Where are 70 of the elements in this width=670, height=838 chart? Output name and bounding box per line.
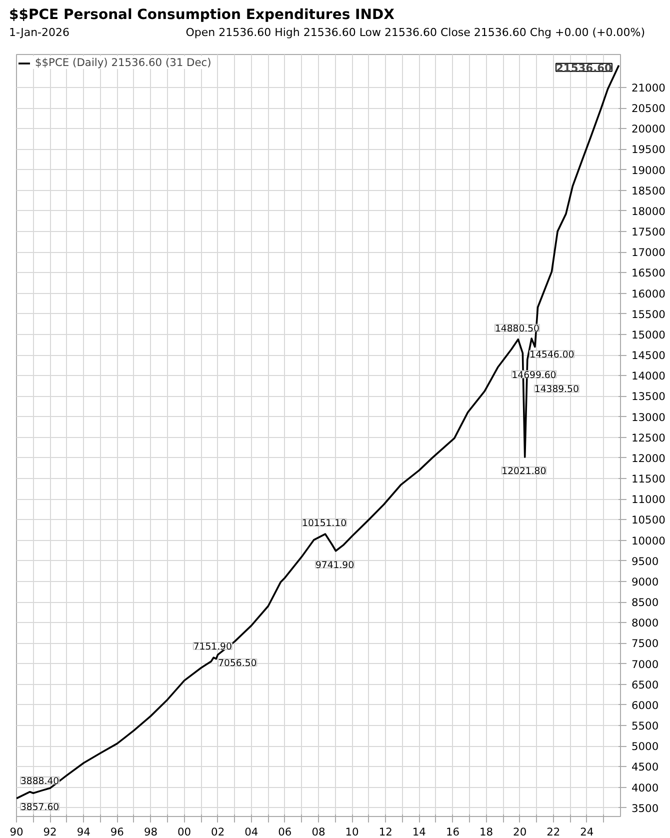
y-tick-label: 11500 xyxy=(632,472,666,486)
x-tick-label: 08 xyxy=(312,826,326,838)
y-tick-label: 5500 xyxy=(632,720,659,733)
annotation: 7056.50 xyxy=(218,658,257,669)
y-tick-label: 20000 xyxy=(632,122,666,136)
x-tick-label: 16 xyxy=(446,826,460,838)
y-tick-label: 5000 xyxy=(632,740,659,754)
y-tick-label: 10500 xyxy=(632,514,666,527)
y-tick-label: 7000 xyxy=(632,658,659,671)
x-tick-label: 14 xyxy=(412,826,426,838)
y-tick-label: 4000 xyxy=(632,781,659,794)
y-tick-label: 13000 xyxy=(632,410,666,424)
x-tick-label: 06 xyxy=(278,826,292,838)
annotation: 9741.90 xyxy=(315,560,354,571)
y-tick-label: 14000 xyxy=(632,370,666,383)
y-tick-label: 3500 xyxy=(632,802,659,815)
y-tick-label: 6500 xyxy=(632,678,659,692)
x-tick-label: 18 xyxy=(480,826,494,838)
y-tick-label: 6000 xyxy=(632,698,659,712)
y-tick-label: 19500 xyxy=(632,143,666,156)
chart-subtitle: 1-Jan-2026 xyxy=(9,25,70,41)
y-tick-label: 18500 xyxy=(632,184,666,198)
x-tick-label: 00 xyxy=(178,826,192,838)
x-tick-label: 98 xyxy=(144,826,158,838)
y-tick-label: 12000 xyxy=(632,452,666,465)
y-tick-label: 15000 xyxy=(632,328,666,342)
y-tick-label: 4500 xyxy=(632,760,659,774)
y-tick-label: 11000 xyxy=(632,493,666,506)
x-tick-label: 22 xyxy=(546,826,560,838)
x-tick-label: 04 xyxy=(244,826,258,838)
y-tick-label: 14500 xyxy=(632,349,666,362)
y-tick-label: 15500 xyxy=(632,308,666,321)
y-tick-label: 16000 xyxy=(632,287,666,300)
y-tick-label: 10000 xyxy=(632,534,666,548)
x-tick-label: 92 xyxy=(43,826,57,838)
annotation: 14389.50 xyxy=(534,384,579,396)
x-tick-label: 10 xyxy=(345,826,360,838)
annotation: 12021.80 xyxy=(502,466,546,478)
x-tick-label: 02 xyxy=(211,826,225,838)
y-tick-label: 12500 xyxy=(632,431,666,444)
text: Open 21536.60 High 21536.60 Low 21536.60 Close 21536.60 Chg +0.00 (+0.00%) xyxy=(186,25,645,41)
annotation: 3857.60 xyxy=(20,802,60,814)
y-tick-label: 9500 xyxy=(632,554,659,568)
annotation: 14880.50 xyxy=(494,323,540,334)
y-tick-label: 7500 xyxy=(632,637,659,650)
y-tick-label: 17000 xyxy=(632,246,666,260)
y-tick-label: 19000 xyxy=(632,164,666,177)
annotation: 14546.00 xyxy=(530,350,574,361)
annotation: 14699.60 xyxy=(512,370,556,381)
chart-title: $$PCE Personal Consumption Expenditures INDX xyxy=(9,6,396,25)
x-tick-label: 90 xyxy=(10,826,24,838)
y-tick-label: 13500 xyxy=(632,390,666,404)
x-tick-label: 24 xyxy=(580,826,594,838)
legend-label: $$PCE (Daily) 21536.60 (31 Dec) xyxy=(35,56,212,69)
x-tick-label: 96 xyxy=(110,826,124,838)
annotation: 10151.10 xyxy=(302,518,347,530)
y-tick-label: 17500 xyxy=(632,226,666,239)
y-tick-label: 8000 xyxy=(632,616,659,630)
y-tick-label: 9000 xyxy=(632,575,659,588)
x-tick-label: 20 xyxy=(513,826,527,838)
annotation: 3888.40 xyxy=(20,776,60,787)
y-tick-label: 21000 xyxy=(632,81,666,94)
y-tick-label: 20500 xyxy=(632,102,666,116)
y-tick-label: 16500 xyxy=(632,266,666,280)
y-tick-label: 8500 xyxy=(632,596,659,610)
x-tick-label: 12 xyxy=(378,826,392,838)
annotation: 7151.90 xyxy=(193,642,232,653)
x-tick-label: 94 xyxy=(76,826,91,838)
y-tick-label: 18000 xyxy=(632,204,666,218)
annotation: 21536.60 xyxy=(556,61,612,74)
